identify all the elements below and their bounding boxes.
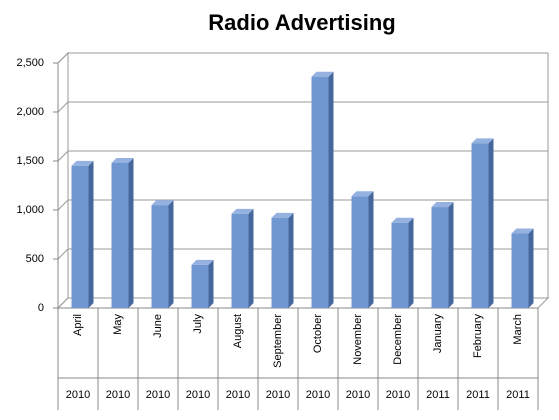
bar xyxy=(191,264,209,308)
year-label: 2010 xyxy=(346,389,370,401)
bar xyxy=(311,76,329,308)
bar xyxy=(71,165,89,308)
bar-side xyxy=(168,200,174,308)
bar-top xyxy=(191,259,214,265)
x-tick-label: January xyxy=(432,314,444,354)
bar-top xyxy=(271,212,294,218)
bar-side xyxy=(208,259,214,308)
bar xyxy=(111,162,129,308)
bar xyxy=(511,233,529,308)
year-label: 2011 xyxy=(426,389,450,401)
year-label: 2010 xyxy=(186,389,210,401)
x-tick-label: November xyxy=(352,314,364,365)
y-tick-label: 2,500 xyxy=(16,57,44,69)
bar-side xyxy=(288,212,294,308)
year-label: 2011 xyxy=(506,389,530,401)
bar xyxy=(471,143,489,308)
x-tick-label: September xyxy=(272,314,284,368)
bar-top xyxy=(471,138,494,144)
x-tick-label: August xyxy=(232,314,244,348)
bar-side xyxy=(88,160,94,308)
bar-side xyxy=(448,202,454,308)
bar-side xyxy=(368,191,374,308)
bar-side xyxy=(528,228,534,308)
bar-top xyxy=(71,160,94,166)
bar-top xyxy=(431,202,454,208)
year-label: 2011 xyxy=(466,389,490,401)
year-label: 2010 xyxy=(106,389,130,401)
bar-top xyxy=(351,191,374,197)
year-label: 2010 xyxy=(66,389,90,401)
x-tick-label: June xyxy=(152,314,164,338)
x-tick-label: April xyxy=(72,314,84,336)
bar-top xyxy=(231,208,254,214)
bar-side xyxy=(248,208,254,308)
year-label: 2010 xyxy=(306,389,330,401)
bar-top xyxy=(151,200,174,206)
bar xyxy=(151,205,169,308)
year-label: 2010 xyxy=(146,389,170,401)
bar-top xyxy=(111,157,134,163)
year-label: 2010 xyxy=(266,389,290,401)
year-label: 2010 xyxy=(226,389,250,401)
grid-line xyxy=(57,248,548,260)
y-tick-label: 0 xyxy=(38,302,44,314)
bar-side xyxy=(128,157,134,308)
bar xyxy=(351,196,369,308)
grid-line xyxy=(57,52,548,64)
x-tick-label: March xyxy=(512,314,524,345)
x-tick-label: May xyxy=(112,314,124,335)
grid-line xyxy=(57,101,548,113)
bar-top xyxy=(391,217,414,223)
x-tick-label: July xyxy=(192,314,204,334)
grid-line xyxy=(57,150,548,162)
bar xyxy=(431,207,449,308)
y-tick-label: 500 xyxy=(26,253,44,265)
side-wall xyxy=(57,51,69,310)
bar xyxy=(391,222,409,308)
bar-top xyxy=(511,228,534,234)
bar-side xyxy=(488,138,494,308)
bar xyxy=(271,217,289,308)
grid-line xyxy=(57,297,548,309)
bar-top xyxy=(311,71,334,77)
bar xyxy=(231,213,249,308)
x-tick-label: February xyxy=(472,314,484,359)
year-label: 2010 xyxy=(386,389,410,401)
y-tick-label: 2,000 xyxy=(16,106,44,118)
y-tick-label: 1,500 xyxy=(16,155,44,167)
bar-side xyxy=(408,217,414,308)
bar-side xyxy=(328,71,334,308)
chart-title: Radio Advertising xyxy=(208,10,395,35)
x-tick-label: October xyxy=(312,314,324,353)
y-tick-label: 1,000 xyxy=(16,204,44,216)
grid-line xyxy=(57,199,548,211)
x-tick-label: December xyxy=(392,314,404,365)
